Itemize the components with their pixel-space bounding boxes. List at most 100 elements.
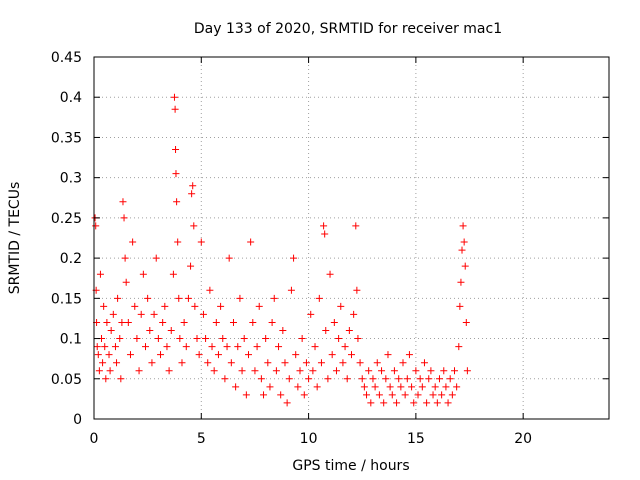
data-point (245, 351, 252, 359)
data-point (423, 399, 431, 407)
data-point (418, 383, 426, 391)
data-point (451, 367, 458, 375)
data-point (190, 222, 198, 230)
data-point (225, 254, 233, 262)
data-point (120, 214, 128, 222)
grid-lines (94, 57, 609, 419)
y-tick-label: 0.4 (60, 90, 82, 106)
data-point (221, 375, 229, 383)
data-point (438, 391, 446, 399)
data-point (137, 310, 145, 318)
chart-title: Day 133 of 2020, SRMTID for receiver mac… (194, 21, 502, 37)
data-point (109, 310, 117, 318)
data-point (234, 343, 242, 351)
data-point (442, 383, 450, 391)
data-point (227, 359, 235, 367)
data-point (373, 359, 381, 367)
data-point (326, 270, 334, 278)
data-point (212, 318, 220, 326)
data-point (416, 375, 424, 383)
data-point (251, 367, 259, 375)
data-point (142, 343, 149, 351)
data-point (425, 375, 433, 383)
data-point (305, 375, 313, 383)
data-point (307, 310, 315, 318)
data-point (463, 367, 471, 375)
data-point (197, 238, 205, 246)
data-point (163, 343, 171, 351)
data-point (106, 367, 114, 375)
data-point (460, 238, 468, 246)
data-point (456, 302, 464, 310)
data-point (302, 359, 310, 367)
data-point (102, 375, 110, 383)
data-point (101, 343, 109, 351)
data-point (184, 294, 192, 302)
data-point (159, 318, 167, 326)
data-point (229, 318, 237, 326)
data-point (272, 367, 280, 375)
data-point (339, 359, 347, 367)
data-points (91, 93, 471, 407)
data-point (146, 327, 154, 335)
data-point (371, 383, 379, 391)
data-point (135, 367, 143, 375)
data-point (206, 286, 214, 294)
data-point (238, 367, 246, 375)
data-point (173, 198, 181, 206)
data-point (365, 367, 373, 375)
data-point (294, 383, 302, 391)
data-point (262, 335, 270, 343)
data-point (129, 238, 137, 246)
data-point (279, 327, 287, 335)
data-point (95, 367, 103, 375)
data-point (350, 310, 358, 318)
data-point (105, 351, 113, 359)
data-point (352, 222, 360, 230)
data-point (178, 359, 186, 367)
data-point (448, 391, 456, 399)
data-point (170, 93, 178, 101)
y-axis-ticks: 0 0.05 0.1 0.15 0.2 0.25 0.3 0.35 0.4 0.45 (51, 50, 609, 428)
data-point (107, 327, 115, 335)
data-point (412, 367, 420, 375)
data-point (199, 310, 207, 318)
data-point (435, 375, 443, 383)
data-point (401, 391, 409, 399)
data-point (281, 359, 289, 367)
data-point (324, 375, 332, 383)
data-point (144, 294, 152, 302)
data-point (457, 278, 465, 286)
data-point (131, 302, 139, 310)
data-point (461, 262, 469, 270)
x-tick-label: 20 (514, 431, 532, 447)
data-point (240, 335, 248, 343)
data-point (171, 105, 179, 113)
data-point (99, 359, 107, 367)
data-point (363, 391, 371, 399)
data-point (169, 270, 177, 278)
data-point (223, 343, 231, 351)
data-point (165, 367, 173, 375)
data-point (300, 391, 308, 399)
y-axis-label: SRMTID / TECUs (7, 182, 23, 295)
data-point (96, 270, 104, 278)
data-point (367, 399, 375, 407)
data-point (126, 351, 134, 359)
data-point (249, 318, 257, 326)
x-tick-label: 10 (300, 431, 318, 447)
data-point (191, 302, 199, 310)
data-point (219, 335, 227, 343)
data-point (217, 302, 225, 310)
data-point (458, 246, 466, 254)
data-point (414, 391, 422, 399)
data-point (455, 343, 463, 351)
data-point (174, 238, 182, 246)
data-point (152, 254, 160, 262)
data-point (335, 335, 343, 343)
data-point (298, 335, 306, 343)
data-point (175, 294, 183, 302)
data-point (378, 367, 386, 375)
data-point (122, 278, 130, 286)
